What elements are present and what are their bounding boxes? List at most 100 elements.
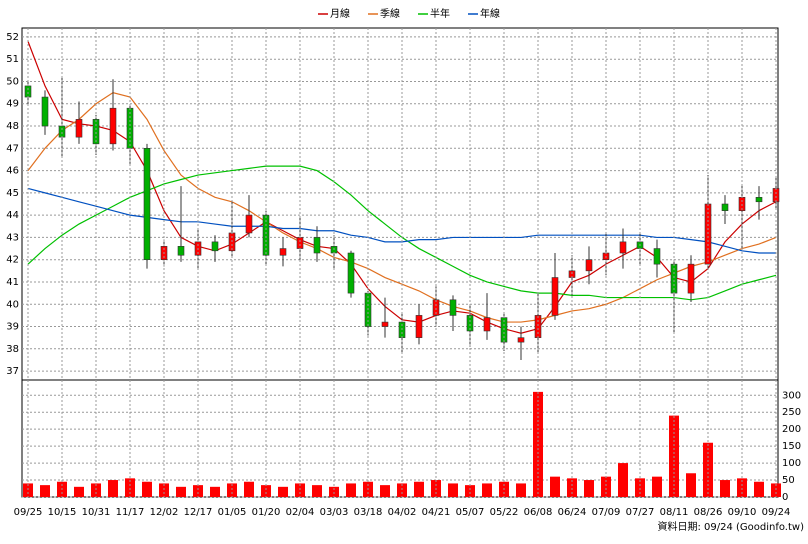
volume-bar: [227, 483, 237, 497]
x-tick-label: 06/24: [558, 507, 587, 518]
candle-body: [432, 299, 440, 316]
y-tick-label: 250: [782, 407, 801, 418]
x-tick-label: 08/11: [660, 507, 689, 518]
x-tick-label: 05/22: [490, 507, 519, 518]
x-tick-label: 12/17: [184, 507, 213, 518]
y-tick-label: 45: [6, 188, 19, 199]
y-tick-label: 46: [6, 166, 19, 177]
candle-body: [143, 148, 151, 260]
volume-bar: [193, 485, 203, 497]
volume-bar: [108, 480, 118, 497]
candle-body: [687, 263, 695, 294]
y-tick-label: 50: [782, 475, 795, 486]
y-tick-label: 150: [782, 441, 801, 452]
candle-body: [313, 237, 321, 254]
volume-bar: [346, 483, 356, 497]
candle-body: [619, 241, 627, 254]
x-tick-label: 04/02: [388, 507, 417, 518]
y-tick-label: 39: [6, 322, 19, 333]
y-tick-label: 100: [782, 458, 801, 469]
x-tick-label: 05/07: [456, 507, 485, 518]
legend-label: 月線: [330, 7, 350, 20]
volume-bar: [720, 480, 730, 497]
y-tick-label: 47: [6, 143, 19, 154]
candle-body: [653, 248, 661, 265]
x-tick-label: 09/10: [728, 507, 757, 518]
candle-body: [466, 315, 474, 332]
volume-bar: [550, 476, 560, 497]
candle-body: [551, 277, 559, 316]
y-tick-label: 44: [6, 210, 19, 221]
candle-body: [415, 315, 423, 338]
volume-bar: [618, 463, 628, 497]
x-tick-label: 01/05: [218, 507, 247, 518]
volume-bar: [380, 485, 390, 497]
candle-body: [381, 321, 389, 327]
candle-body: [211, 241, 219, 252]
volume-bar: [754, 481, 764, 497]
candle-body: [75, 119, 83, 138]
volume-bar: [601, 476, 611, 497]
y-tick-label: 48: [6, 121, 19, 132]
candle-body: [534, 315, 542, 338]
candle-body: [58, 125, 66, 138]
y-tick-label: 52: [6, 32, 19, 43]
candle-body: [585, 259, 593, 272]
volume-bar: [635, 478, 645, 497]
y-tick-label: 38: [6, 344, 19, 355]
volume-bar: [567, 478, 577, 497]
y-tick-label: 42: [6, 255, 19, 266]
x-tick-label: 09/25: [14, 507, 43, 518]
volume-bar: [397, 483, 407, 497]
x-tick-label: 10/15: [48, 507, 77, 518]
volume-bar: [737, 478, 747, 497]
volume-bar: [516, 483, 526, 497]
volume-bar: [414, 481, 424, 497]
volume-bar: [584, 480, 594, 497]
volume-bar: [771, 483, 781, 497]
candle-body: [296, 237, 304, 249]
x-tick-label: 12/02: [150, 507, 179, 518]
volume-bar: [244, 481, 254, 497]
candle-body: [279, 248, 287, 256]
legend-label: 年線: [480, 7, 500, 20]
candle-body: [24, 85, 32, 98]
x-tick-label: 04/21: [422, 507, 451, 518]
x-tick-label: 07/09: [592, 507, 621, 518]
volume-bar: [329, 486, 339, 497]
x-tick-label: 02/04: [286, 507, 315, 518]
candle-body: [517, 337, 525, 343]
candle-body: [755, 197, 763, 203]
candle-body: [347, 252, 355, 294]
volume-bar: [142, 481, 152, 497]
volume-bar: [312, 485, 322, 497]
y-tick-label: 49: [6, 99, 19, 110]
x-tick-label: 07/27: [626, 507, 655, 518]
y-tick-label: 41: [6, 277, 19, 288]
y-tick-label: 51: [6, 54, 19, 65]
x-tick-label: 09/24: [762, 507, 791, 518]
volume-bar: [295, 483, 305, 497]
y-tick-label: 37: [6, 366, 19, 377]
candle-body: [483, 317, 491, 332]
candle-body: [245, 214, 253, 234]
volume-bar: [686, 473, 696, 497]
y-tick-label: 0: [782, 492, 788, 503]
x-tick-label: 01/20: [252, 507, 281, 518]
footnote: 資料日期: 09/24 (Goodinfo.tw): [657, 520, 804, 533]
x-tick-label: 08/26: [694, 507, 723, 518]
x-tick-label: 10/31: [82, 507, 111, 518]
x-tick-label: 11/17: [116, 507, 145, 518]
legend-label: 季線: [380, 7, 400, 20]
y-tick-label: 300: [782, 390, 801, 401]
volume-bar: [465, 485, 475, 497]
candle-body: [772, 188, 780, 203]
candle-body: [92, 119, 100, 145]
volume-bar: [482, 483, 492, 497]
volume-bar: [159, 483, 169, 497]
legend-label: 半年: [430, 7, 450, 20]
candle-body: [109, 107, 117, 145]
volume-bar: [23, 483, 33, 497]
volume-bar: [652, 476, 662, 497]
